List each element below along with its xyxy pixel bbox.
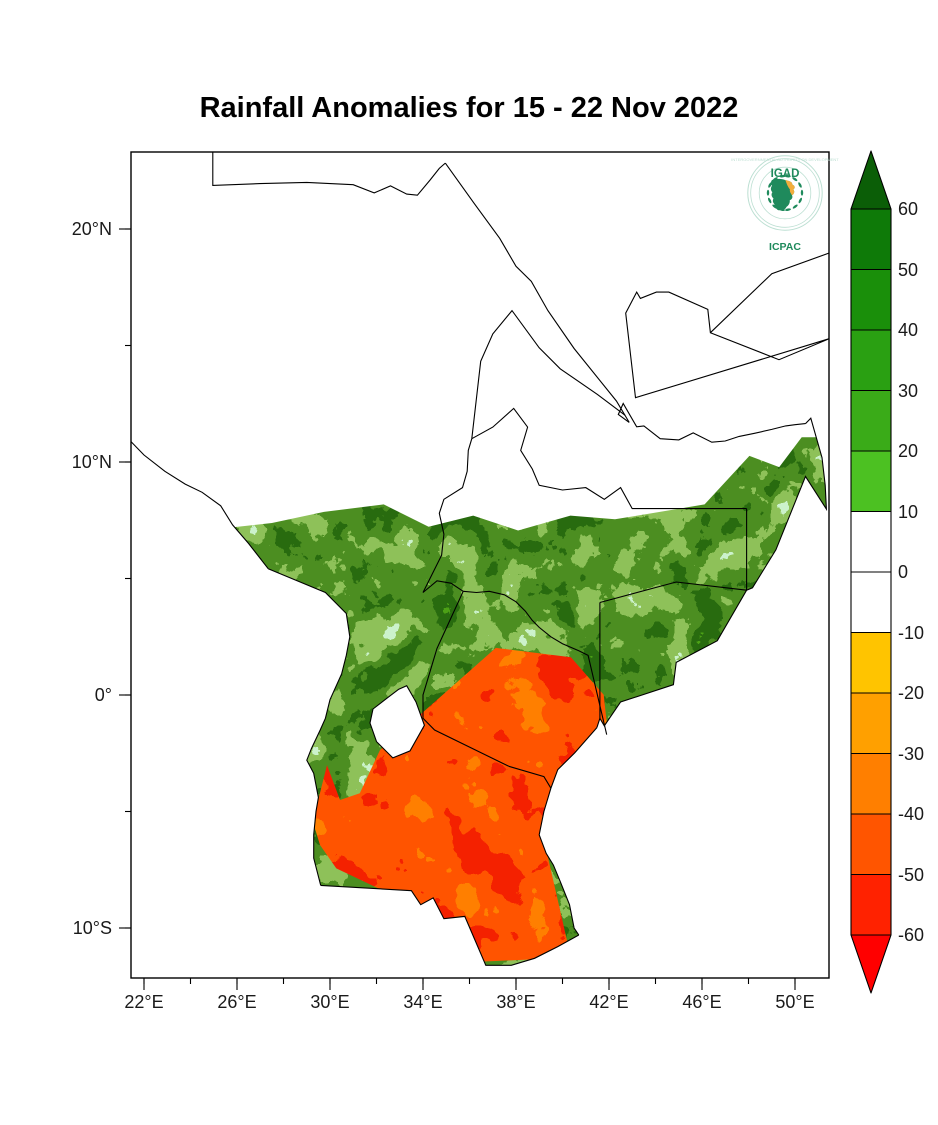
svg-text:ICPAC: ICPAC [769,241,801,253]
svg-text:-30: -30 [898,744,924,764]
svg-text:46°E: 46°E [682,992,721,1012]
svg-text:30°E: 30°E [310,992,349,1012]
svg-text:20°N: 20°N [72,219,112,239]
svg-text:40: 40 [898,320,918,340]
svg-text:-10: -10 [898,623,924,643]
svg-text:60: 60 [898,199,918,219]
svg-text:38°E: 38°E [496,992,535,1012]
svg-text:0°: 0° [95,685,112,705]
svg-text:-40: -40 [898,804,924,824]
svg-text:-50: -50 [898,865,924,885]
svg-text:50: 50 [898,260,918,280]
svg-text:10°N: 10°N [72,452,112,472]
svg-text:-60: -60 [898,925,924,945]
svg-text:20: 20 [898,441,918,461]
svg-text:INTERGOVERNMENTAL AUTHORITY ON: INTERGOVERNMENTAL AUTHORITY ON DEVELOPME… [731,157,839,162]
svg-text:50°E: 50°E [775,992,814,1012]
svg-text:22°E: 22°E [124,992,163,1012]
svg-text:42°E: 42°E [589,992,628,1012]
svg-text:10°S: 10°S [73,918,112,938]
svg-text:30: 30 [898,381,918,401]
svg-text:26°E: 26°E [217,992,256,1012]
svg-text:10: 10 [898,502,918,522]
svg-text:34°E: 34°E [403,992,442,1012]
svg-text:0: 0 [898,562,908,582]
svg-text:-20: -20 [898,683,924,703]
